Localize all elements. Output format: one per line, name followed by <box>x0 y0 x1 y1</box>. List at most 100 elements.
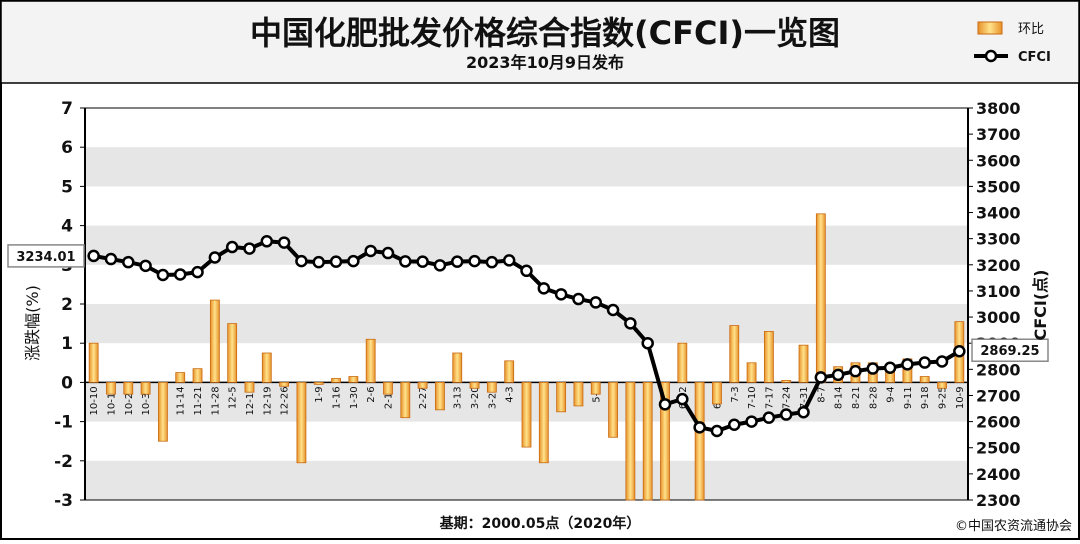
bar <box>521 381 532 448</box>
bar <box>279 381 290 387</box>
bar <box>815 213 826 383</box>
y-axis-left-label: 涨跌幅(%) <box>23 285 42 361</box>
copyright: ©中国农资流通协会 <box>955 519 1072 534</box>
last-label-box <box>971 338 1049 362</box>
y-right-tick-label: 3600 <box>976 151 1021 170</box>
header-band <box>0 0 1080 84</box>
x-tick-label: 3-27 <box>487 386 498 409</box>
line-point <box>191 265 204 279</box>
y-left-tick-label: -3 <box>54 491 73 511</box>
line-point <box>918 356 931 369</box>
bar <box>763 331 774 383</box>
x-tick-label: 12-5 <box>228 386 239 409</box>
x-tick-label: 7-3 <box>730 386 741 402</box>
bar <box>712 381 722 405</box>
y-right-tick-label: 3100 <box>976 282 1021 301</box>
bar <box>123 381 134 395</box>
bar <box>694 381 705 501</box>
y-right-tick-label: 3300 <box>976 230 1021 249</box>
line-series <box>87 235 966 438</box>
bar <box>798 344 809 383</box>
x-tick-label: 5-8 <box>591 386 602 402</box>
line-point <box>676 392 689 406</box>
line-point <box>693 421 706 434</box>
bar <box>88 342 99 383</box>
x-tick-label: 11-14 <box>176 386 187 415</box>
chart-title: 中国化肥批发价格综合指数(CFCI)一览图 <box>250 14 840 52</box>
line-point <box>762 411 776 424</box>
line-point <box>260 235 274 248</box>
line-point <box>797 405 810 419</box>
x-tick-label: 7-31 <box>799 386 810 409</box>
x-tick-label: 7-17 <box>764 386 775 409</box>
x-tick-label: 9-11 <box>903 386 914 409</box>
bar <box>227 323 238 383</box>
bar <box>937 381 947 389</box>
y-left-tick-label: 0 <box>61 373 73 393</box>
x-tick-label: 2-6 <box>366 386 377 402</box>
line-point <box>745 415 758 428</box>
bar <box>781 380 792 383</box>
x-tick-label: 1-9 <box>314 386 325 402</box>
x-tick-label: 10-17 <box>106 386 117 415</box>
bar <box>573 381 584 407</box>
base-note: 基期：2000.05点（2020年） <box>440 515 641 532</box>
x-tick-label: 3-20 <box>470 386 481 409</box>
bar <box>435 381 445 411</box>
line-point <box>779 408 793 421</box>
x-tick-label: 10-24 <box>124 386 135 415</box>
bar <box>919 376 930 383</box>
x-tick-label: 8-14 <box>834 386 845 409</box>
line-point <box>849 364 862 378</box>
line-point <box>364 244 377 258</box>
bar-series <box>88 213 965 501</box>
line-point <box>953 344 966 358</box>
line-point <box>468 254 481 268</box>
line-point <box>381 246 395 260</box>
line-point <box>433 259 447 272</box>
line-point <box>641 336 654 350</box>
bar <box>746 362 757 383</box>
line-point <box>901 358 914 371</box>
bar <box>400 381 411 419</box>
line-point <box>295 254 308 268</box>
y-right-tick-label: 3400 <box>976 204 1021 223</box>
bar <box>244 381 255 393</box>
x-tick-label: 10-31 <box>141 386 152 415</box>
grid-band <box>85 460 968 500</box>
line-point <box>866 362 880 375</box>
line-point <box>243 242 256 255</box>
bar <box>106 381 116 395</box>
legend-line-label: CFCI <box>1018 50 1051 65</box>
bar <box>192 368 203 383</box>
y-right-tick-label: 3500 <box>976 177 1021 196</box>
y-right-tick-label: 3800 <box>976 99 1021 118</box>
first-label-box <box>7 244 85 268</box>
line-point <box>208 251 222 264</box>
bar <box>348 376 359 383</box>
last-value-label: 2869.25 <box>980 344 1039 359</box>
x-tick-label: 9-25 <box>938 386 949 409</box>
line-point <box>277 236 291 249</box>
bar <box>729 325 740 383</box>
x-tick-label: 4-3 <box>505 386 516 402</box>
bar <box>677 342 688 383</box>
bar <box>331 378 341 383</box>
line-point <box>710 424 724 438</box>
bar <box>590 381 601 395</box>
line-point <box>416 255 429 268</box>
x-tick-label: 12-26 <box>280 386 291 415</box>
x-tick-label: 11-28 <box>210 386 221 415</box>
line-point <box>329 255 343 268</box>
bar <box>296 381 307 464</box>
x-tick-label: 9-18 <box>920 386 931 409</box>
line-point <box>520 264 533 278</box>
line-point <box>485 255 499 269</box>
x-tick-label: 12-12 <box>245 386 256 415</box>
line-point <box>658 398 672 411</box>
bar <box>556 381 567 413</box>
bar <box>261 352 272 383</box>
line-point <box>502 254 516 267</box>
bar <box>175 372 186 383</box>
